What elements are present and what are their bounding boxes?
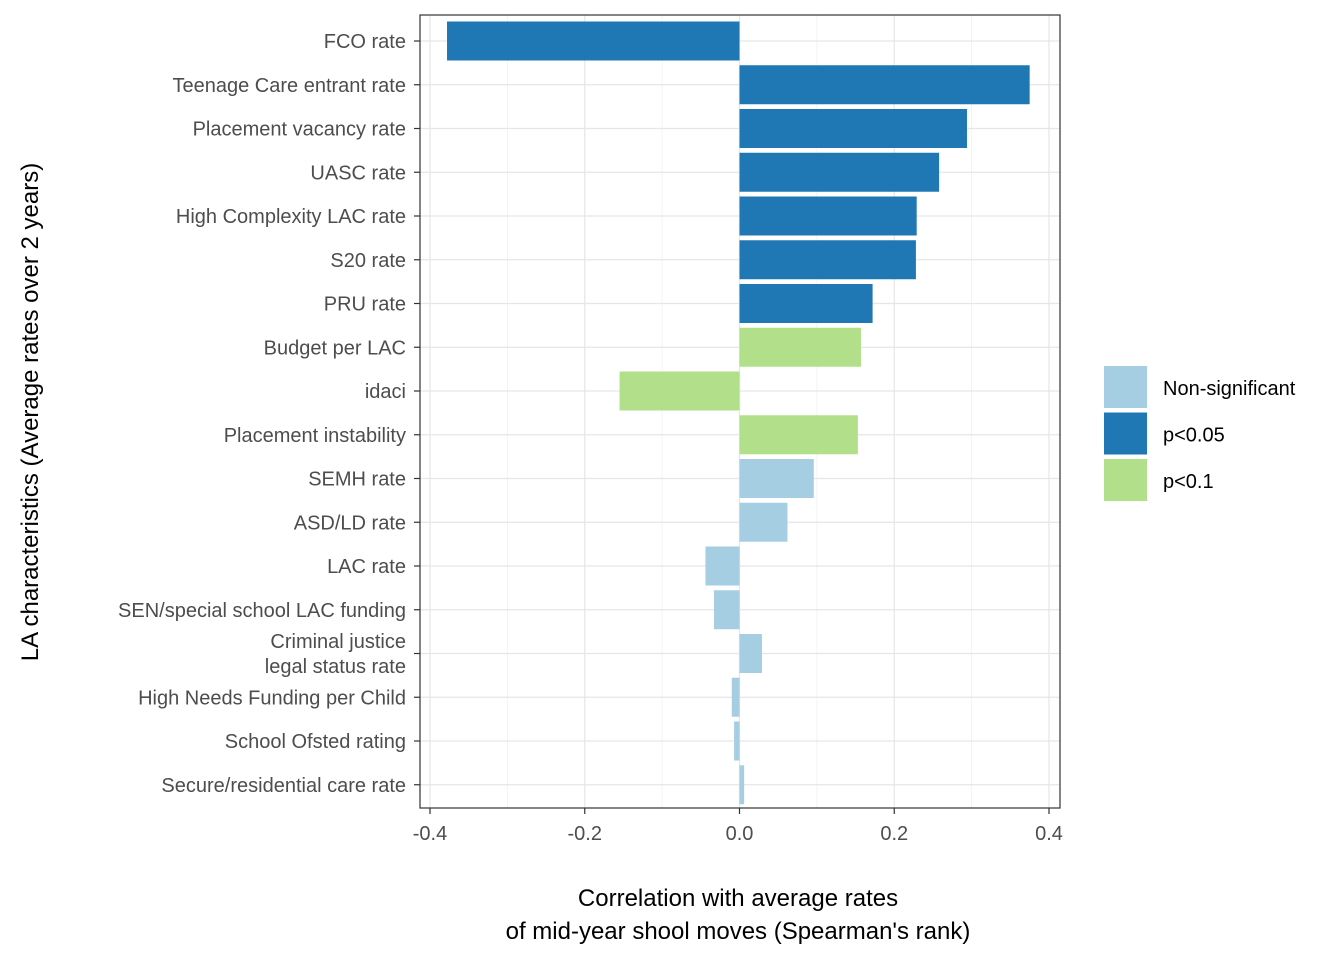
y-tick-label: High Needs Funding per Child [138,687,406,709]
y-tick-label: Placement instability [224,425,406,447]
bar [739,634,762,673]
y-tick-label: Criminal justice [270,631,406,653]
legend-key-p05 [1104,412,1147,455]
bar [619,371,740,411]
x-tick-label: 0.0 [726,823,754,845]
bar [739,65,1030,105]
y-tick-label: Teenage Care entrant rate [173,75,407,97]
x-tick-label: 0.2 [880,823,908,845]
y-axis: FCO rate Teenage Care entrant rate Placeme… [118,31,420,797]
y-tick-label: Budget per LAC [264,337,406,359]
legend-key-ns [1104,366,1147,408]
y-tick-label: Placement vacancy rate [193,119,406,141]
y-tick-label: SEMH rate [308,469,406,491]
y-tick-label: idaci [365,381,406,403]
x-axis-title-line-2: of mid-year shool moves (Spearman's rank… [506,918,971,945]
x-tick-label: -0.4 [413,823,447,845]
y-tick-label: SEN/special school LAC funding [118,600,406,622]
y-tick-label: UASC rate [310,162,406,184]
y-tick-label: PRU rate [324,294,406,316]
bar [739,415,858,455]
x-axis-title-line-1: Correlation with average rates [578,885,898,912]
bar [739,284,873,323]
y-tick-label: School Ofsted rating [225,731,406,753]
x-axis: -0.4 -0.2 0.0 0.2 0.4 [413,808,1063,845]
legend-label: p<0.05 [1163,425,1225,447]
y-tick-label: S20 rate [330,250,406,272]
bar [739,327,861,367]
bar [739,502,788,542]
y-tick-label: LAC rate [327,556,406,578]
bars [447,21,1030,805]
y-tick-label: FCO rate [324,31,406,53]
bar [739,459,814,498]
legend-label: p<0.1 [1163,471,1214,493]
bar [713,590,740,630]
y-tick-label: ASD/LD rate [294,512,406,534]
bar [731,677,740,717]
bar [705,546,740,586]
bar [739,240,916,280]
bar [739,196,917,236]
y-tick-label: High Complexity LAC rate [176,206,406,228]
bar [739,109,967,148]
y-tick-label: legal status rate [265,656,406,678]
legend: Non-significant p<0.05 p<0.1 [1104,366,1296,501]
x-tick-label: -0.2 [568,823,602,845]
bar [739,152,940,192]
y-axis-title: LA characteristics (Average rates over 2… [17,163,44,661]
x-tick-label: 0.4 [1035,823,1063,845]
legend-key-p1 [1104,459,1147,501]
bar [447,21,740,61]
bar [739,765,745,805]
legend-label: Non-significant [1163,378,1296,400]
y-tick-label: Secure/residential care rate [161,775,406,797]
bar [734,721,740,761]
